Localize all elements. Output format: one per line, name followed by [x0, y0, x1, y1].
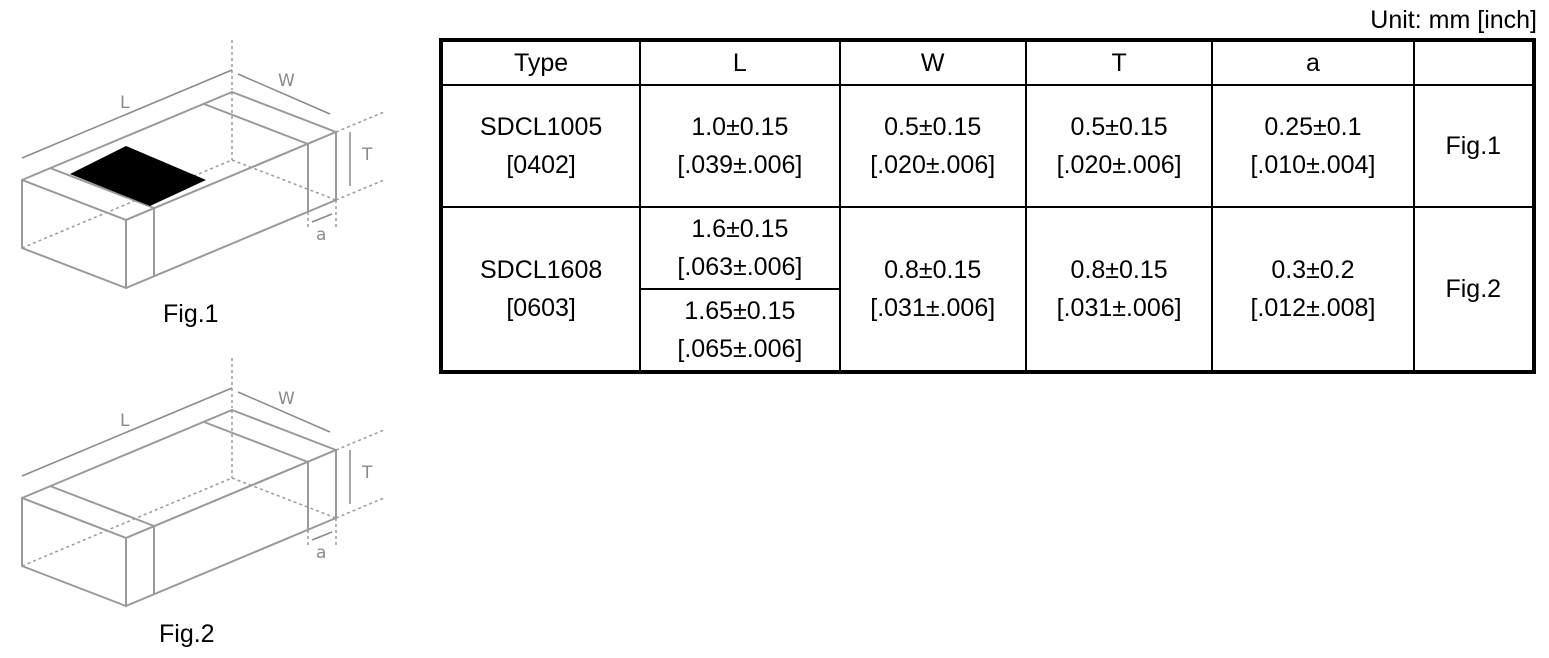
cell-type: SDCL1608 [0603] [439, 206, 642, 373]
chip-outline-fig1: L W T a [21, 40, 385, 289]
header-L: L [639, 39, 841, 86]
header-W: W [838, 39, 1027, 86]
cell-W: 0.8±0.15 [.031±.006] [838, 206, 1027, 373]
dimensions-table: Type L W T a SDCL1005 [0402] 1.0±0.15 [.… [439, 38, 1536, 374]
cell-a: 0.25±0.1 [.010±.004] [1211, 84, 1415, 208]
label-L: L [120, 93, 130, 113]
cell-a: 0.3±0.2 [.012±.008] [1211, 206, 1415, 373]
cell-W: 0.5±0.15 [.020±.006] [838, 84, 1027, 208]
figure-1-chip-drawing: L W T a [0, 40, 400, 300]
cell-type: SDCL1005 [0402] [439, 84, 642, 208]
cell-L: 1.0±0.15 [.039±.006] [639, 84, 841, 208]
cell-T: 0.5±0.15 [.020±.006] [1024, 84, 1214, 208]
label-W: W [278, 389, 295, 409]
figure-1-caption: Fig.1 [163, 300, 219, 328]
table-row: 1.65±0.15 [.065±.006] [441, 288, 1534, 373]
cell-figure: Fig.1 [1412, 84, 1536, 208]
figure-2-caption: Fig.2 [159, 620, 215, 648]
table-header-row: Type L W T a [439, 39, 1536, 86]
cell-L: 1.6±0.15 [.063±.006] [639, 206, 841, 290]
label-T: T [361, 145, 373, 165]
label-L: L [120, 411, 130, 431]
cell-L: 1.65±0.15 [.065±.006] [639, 288, 841, 373]
header-type: Type [439, 39, 642, 86]
chip-outline-fig2: L W T a [21, 358, 385, 607]
header-a: a [1211, 39, 1415, 86]
figure-2-chip-drawing: L W T a [0, 358, 400, 618]
label-T: T [361, 463, 373, 483]
unit-note: Unit: mm [inch] [1370, 6, 1537, 34]
cell-T: 0.8±0.15 [.031±.006] [1024, 206, 1214, 373]
label-a: a [316, 543, 326, 563]
label-W: W [278, 71, 295, 91]
marking-icon [70, 146, 206, 206]
cell-figure: Fig.2 [1412, 206, 1536, 373]
label-a: a [316, 225, 326, 245]
table-row: SDCL1608 [0603] 1.6±0.15 [.063±.006] 0.8… [439, 206, 1536, 373]
header-figure [1412, 39, 1536, 86]
header-T: T [1024, 39, 1214, 86]
table-row: SDCL1005 [0402] 1.0±0.15 [.039±.006] 0.5… [439, 84, 1536, 208]
